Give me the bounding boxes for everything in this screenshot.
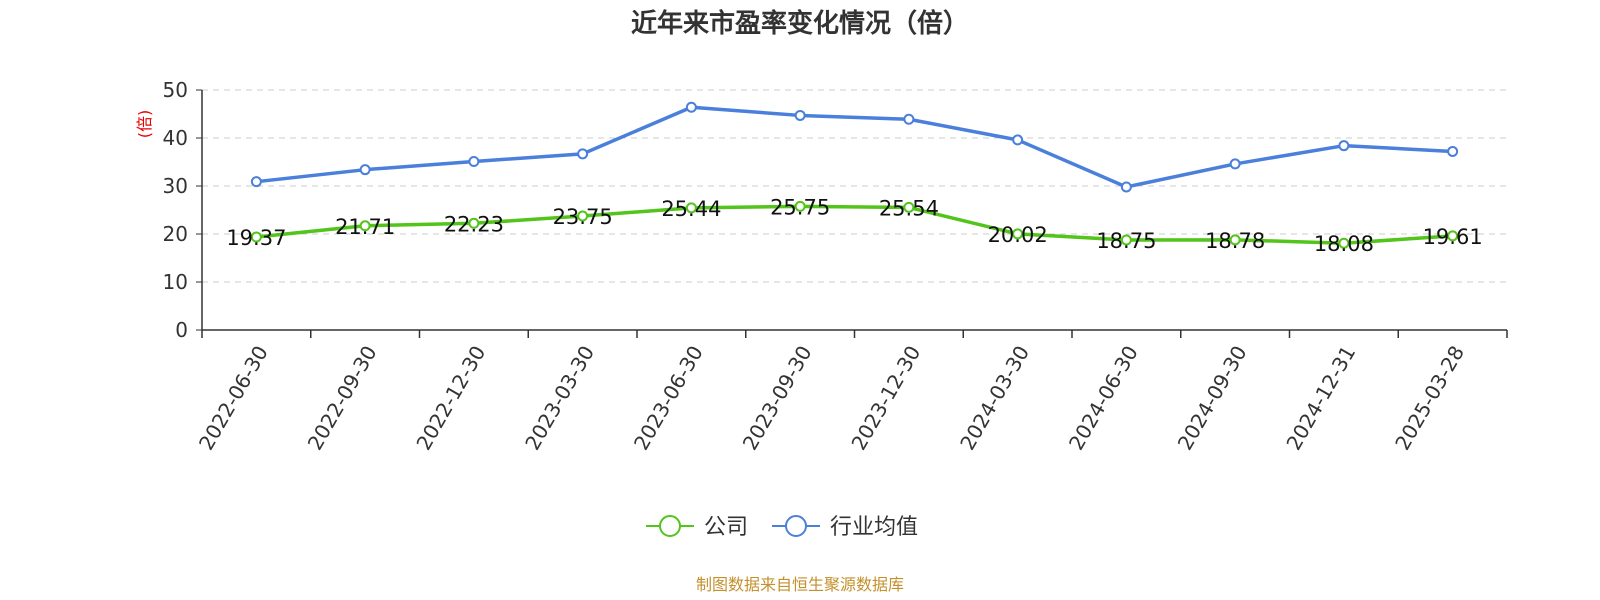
data-labels: 19.37 21.71 22.23 23.75 25.44 25.75 25.54 20.02… (226, 195, 1482, 256)
data-source-note: 制图数据来自恒生聚源数据库 (696, 575, 904, 594)
x-tick-label: 2022-06-30 (194, 342, 273, 455)
data-point[interactable] (577, 210, 589, 222)
legend-marker-1[interactable] (785, 515, 807, 537)
data-label: 23.75 (553, 205, 613, 229)
x-tick-label: 2022-09-30 (303, 342, 382, 455)
data-label: 18.78 (1205, 229, 1265, 253)
grid-lines (202, 89, 1507, 283)
legend[interactable]: 公司 行业均值 (646, 515, 918, 540)
data-point[interactable] (1229, 234, 1241, 246)
data-point[interactable] (468, 217, 480, 229)
x-tick-label: 2022-12-30 (411, 342, 490, 455)
y-axis-label: (倍) (135, 110, 154, 139)
data-point[interactable] (1012, 228, 1024, 240)
data-label: 18.08 (1314, 232, 1374, 256)
x-tick-label: 2023-03-30 (520, 342, 599, 455)
data-point[interactable] (903, 113, 915, 125)
data-point[interactable] (577, 148, 589, 160)
data-point[interactable] (1447, 230, 1459, 242)
data-point[interactable] (359, 220, 371, 232)
data-label: 19.37 (226, 226, 286, 250)
data-point[interactable] (1447, 145, 1459, 157)
x-tick-label: 2025-03-28 (1390, 342, 1469, 455)
legend-label-1[interactable]: 行业均值 (830, 515, 918, 540)
x-tick-label: 2023-06-30 (629, 342, 708, 455)
data-point[interactable] (685, 101, 697, 113)
axes: 0 10 20 30 40 50 2022-06-30 2022-09-30 2022-12-3… (163, 78, 1508, 455)
data-point[interactable] (1012, 134, 1024, 146)
x-tick-label: 2023-12-30 (846, 342, 925, 455)
y-tick-label: 10 (163, 270, 188, 294)
data-label: 25.44 (661, 197, 721, 221)
data-point[interactable] (794, 200, 806, 212)
series-line-0 (254, 204, 1455, 245)
data-label: 21.71 (335, 215, 395, 239)
data-label: 18.75 (1096, 229, 1156, 253)
data-point[interactable] (359, 164, 371, 176)
legend-label-0[interactable]: 公司 (704, 515, 748, 540)
data-point[interactable] (250, 176, 262, 188)
data-point[interactable] (1120, 234, 1132, 246)
data-point[interactable] (1338, 140, 1350, 152)
series-lines (250, 101, 1459, 249)
x-tick-label: 2024-06-30 (1064, 342, 1143, 455)
chart-title: 近年来市盈率变化情况（倍） (631, 8, 969, 39)
y-tick-label: 0 (175, 318, 188, 342)
series-line-1 (254, 105, 1455, 189)
y-tick-label: 20 (163, 222, 188, 246)
x-tick-label: 2024-12-31 (1281, 342, 1360, 455)
x-tick-label: 2024-03-30 (955, 342, 1034, 455)
data-label: 20.02 (988, 223, 1048, 247)
data-point[interactable] (1120, 181, 1132, 193)
data-point[interactable] (468, 156, 480, 168)
data-point[interactable] (685, 202, 697, 214)
data-label: 19.61 (1423, 225, 1483, 249)
data-label: 22.23 (444, 212, 504, 236)
x-tick-label: 2024-09-30 (1173, 342, 1252, 455)
legend-marker-0[interactable] (659, 515, 681, 537)
data-label: 25.54 (879, 196, 939, 220)
data-point[interactable] (250, 231, 262, 243)
y-tick-label: 50 (163, 78, 188, 102)
x-tick-label: 2023-09-30 (738, 342, 817, 455)
data-point[interactable] (1229, 158, 1241, 170)
data-point[interactable] (903, 201, 915, 213)
y-tick-label: 30 (163, 174, 188, 198)
data-point[interactable] (794, 109, 806, 121)
data-label: 25.75 (770, 195, 830, 219)
y-tick-label: 40 (163, 126, 188, 150)
data-point[interactable] (1338, 237, 1350, 249)
